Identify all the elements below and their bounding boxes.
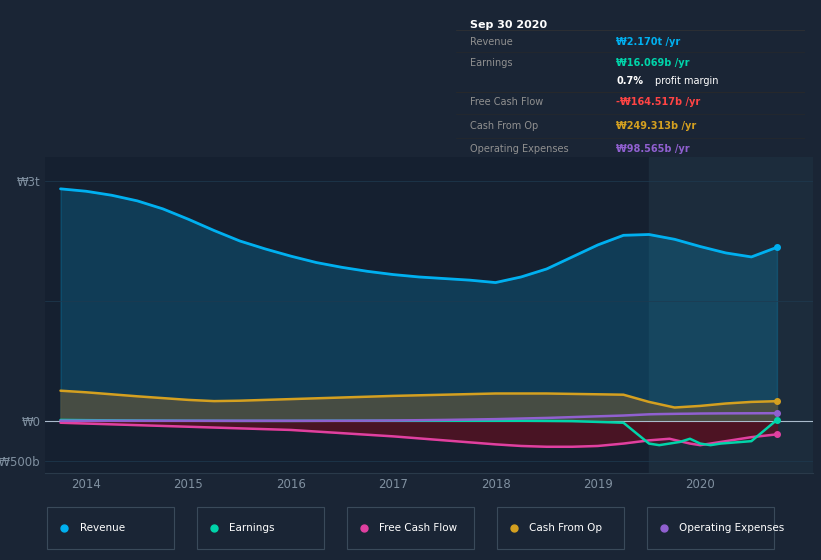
Text: Sep 30 2020: Sep 30 2020 [470, 21, 547, 30]
Text: Revenue: Revenue [80, 522, 125, 533]
Text: Free Cash Flow: Free Cash Flow [470, 97, 543, 107]
Text: -₩164.517b /yr: -₩164.517b /yr [616, 97, 700, 107]
Text: ₩249.313b /yr: ₩249.313b /yr [616, 122, 696, 132]
Text: Earnings: Earnings [470, 58, 512, 68]
Text: Cash From Op: Cash From Op [470, 122, 538, 132]
Text: Earnings: Earnings [229, 522, 275, 533]
Text: Revenue: Revenue [470, 36, 512, 46]
Text: profit margin: profit margin [654, 76, 718, 86]
Text: Cash From Op: Cash From Op [529, 522, 602, 533]
Text: Free Cash Flow: Free Cash Flow [379, 522, 457, 533]
Text: Operating Expenses: Operating Expenses [470, 144, 568, 154]
Text: ₩2.170t /yr: ₩2.170t /yr [616, 36, 681, 46]
Text: ₩16.069b /yr: ₩16.069b /yr [616, 58, 690, 68]
Bar [649, 157, 813, 473]
Text: ₩98.565b /yr: ₩98.565b /yr [616, 144, 690, 154]
Text: 0.7%: 0.7% [616, 76, 643, 86]
Text: Operating Expenses: Operating Expenses [679, 522, 784, 533]
